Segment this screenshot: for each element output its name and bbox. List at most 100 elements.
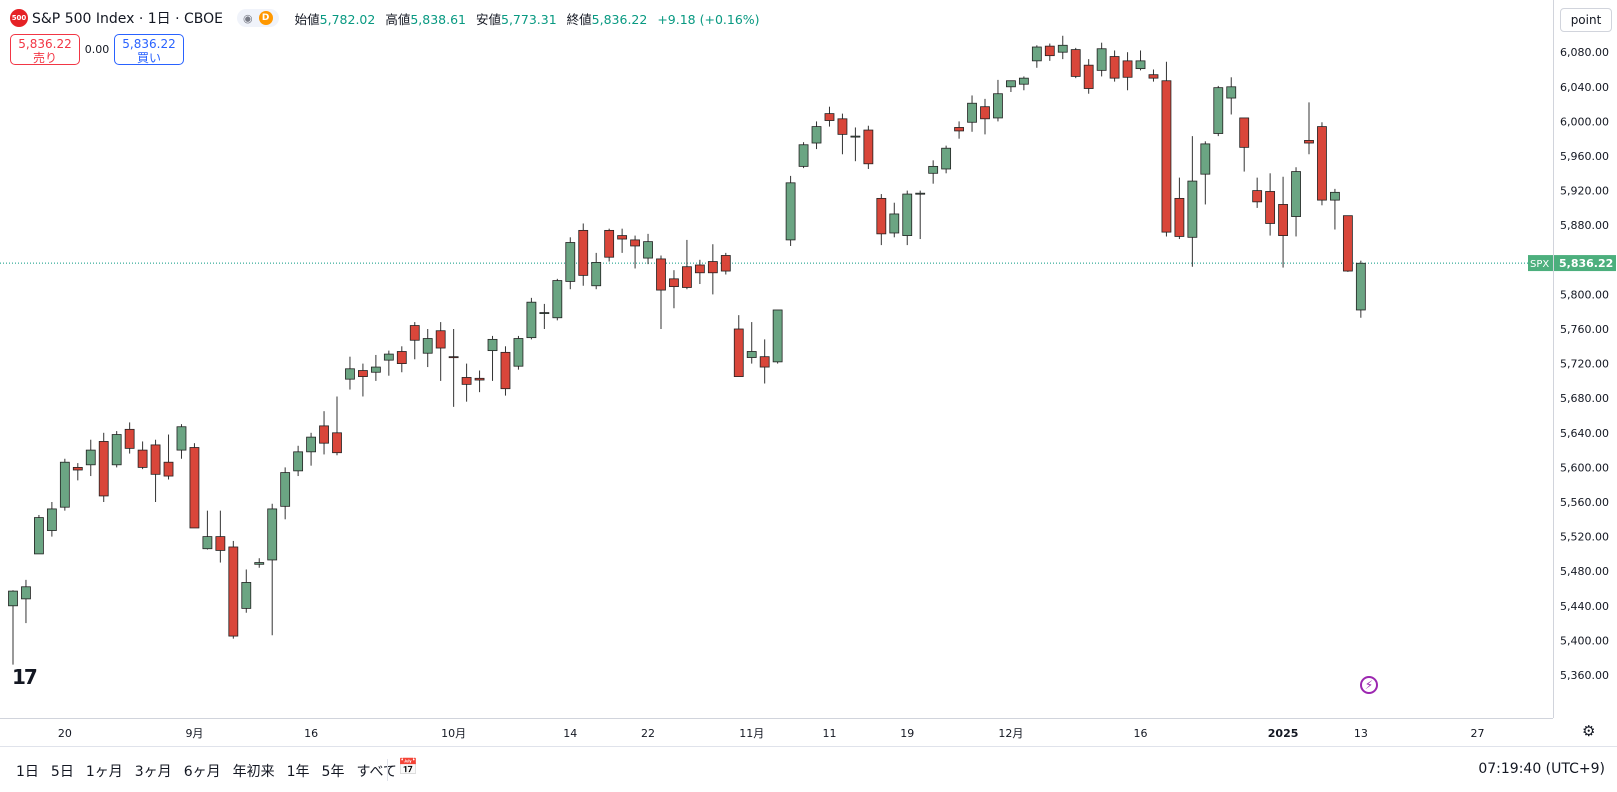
time-axis[interactable]: 20 9月 16 10月 14 22 11月 11 19 12月 16 2025 13 27 bbox=[0, 718, 1553, 747]
candle bbox=[591, 252, 602, 290]
candle-body bbox=[980, 106, 990, 120]
buy-button[interactable]: 5,836.22 買い bbox=[114, 34, 184, 65]
price-tick-label: 6,080.00 bbox=[1560, 46, 1609, 59]
candle-body bbox=[1342, 215, 1353, 272]
range-1m[interactable]: 1ヶ月 bbox=[85, 764, 123, 780]
candle-body bbox=[1226, 86, 1237, 99]
price-scale-mode-button[interactable]: point bbox=[1560, 8, 1612, 32]
candle-body bbox=[98, 441, 109, 497]
price-axis[interactable]: 5,360.00 5,400.00 5,440.00 5,480.00 5,520.00… bbox=[1553, 0, 1617, 718]
chart-pane[interactable]: SPX bbox=[0, 0, 1553, 718]
sell-label: 売り bbox=[32, 51, 57, 65]
candle bbox=[630, 235, 640, 269]
calendar-icon[interactable]: 📅 bbox=[398, 757, 418, 776]
candle-body bbox=[1330, 191, 1340, 201]
range-all[interactable]: すべて bbox=[356, 764, 397, 780]
candle bbox=[1044, 43, 1055, 61]
candle bbox=[1031, 45, 1042, 68]
candle bbox=[46, 502, 57, 537]
candle bbox=[1187, 136, 1198, 267]
symbol-title[interactable]: S&P 500 Index · 1日 · CBOE bbox=[32, 11, 224, 27]
candle bbox=[604, 228, 615, 262]
candle bbox=[163, 434, 174, 480]
candle bbox=[850, 127, 861, 162]
candle bbox=[967, 95, 977, 132]
range-3m[interactable]: 3ヶ月 bbox=[134, 764, 172, 780]
candle-body bbox=[552, 280, 563, 319]
candle-body bbox=[1265, 191, 1276, 224]
candle bbox=[1083, 59, 1094, 94]
buy-price: 5,836.22 bbox=[122, 37, 176, 51]
candle bbox=[319, 411, 329, 455]
range-5d[interactable]: 5日 bbox=[50, 764, 74, 780]
time-tick-label: 22 bbox=[641, 727, 655, 740]
gear-icon[interactable]: ⚙ bbox=[1582, 722, 1596, 740]
candle bbox=[720, 252, 731, 275]
symbol-legend: 500 S&P 500 Index · 1日 · CBOE ◉ D 始値5,78… bbox=[10, 8, 766, 28]
candle-body bbox=[513, 338, 524, 367]
candle bbox=[474, 370, 485, 393]
candle bbox=[280, 467, 291, 520]
candle bbox=[124, 422, 135, 454]
candle bbox=[422, 329, 433, 368]
candle bbox=[1252, 177, 1263, 208]
time-tick-label: 12月 bbox=[998, 727, 1023, 740]
candle-body bbox=[837, 118, 848, 135]
range-1d[interactable]: 1日 bbox=[16, 764, 39, 780]
candle bbox=[928, 160, 939, 184]
range-5y[interactable]: 5年 bbox=[321, 764, 345, 780]
candle bbox=[578, 223, 589, 286]
sell-button[interactable]: 5,836.22 売り bbox=[10, 34, 80, 65]
candle-body bbox=[993, 93, 1003, 119]
candlestick-plot[interactable]: SPX bbox=[0, 0, 1553, 718]
close-value: 5,836.22 bbox=[591, 11, 648, 27]
candle-body bbox=[707, 261, 718, 274]
candle bbox=[1200, 141, 1211, 205]
candle bbox=[824, 106, 835, 127]
candle bbox=[980, 98, 990, 135]
candle bbox=[34, 514, 44, 555]
candle-body bbox=[448, 356, 459, 359]
symbol-price-tag: SPX bbox=[1528, 255, 1553, 272]
candle-body bbox=[59, 461, 70, 508]
price-tick-label: 5,400.00 bbox=[1560, 634, 1609, 647]
candle-body bbox=[1057, 44, 1068, 53]
candle-body bbox=[720, 255, 731, 272]
candle-body bbox=[85, 449, 96, 466]
candle bbox=[370, 354, 381, 381]
candle-body bbox=[1044, 45, 1055, 57]
range-1y[interactable]: 1年 bbox=[286, 764, 310, 780]
clock-readout[interactable]: 07:19:40 (UTC+9) bbox=[1478, 761, 1605, 777]
bottom-toolbar: 1日 5日 1ヶ月 3ヶ月 6ヶ月 年初来 1年 5年 すべて 📅 07:19:… bbox=[0, 746, 1617, 792]
candle bbox=[1330, 188, 1340, 230]
candle-body bbox=[137, 449, 148, 468]
range-6m[interactable]: 6ヶ月 bbox=[183, 764, 221, 780]
candle-body bbox=[656, 258, 666, 291]
candle-body bbox=[1278, 204, 1288, 236]
candle-body bbox=[876, 197, 887, 235]
candle bbox=[1317, 122, 1327, 206]
candle-body bbox=[228, 546, 239, 637]
ohlc-values: 始値5,782.02 高値5,838.61 安値5,773.31 終値5,836… bbox=[295, 9, 766, 28]
candle bbox=[1239, 117, 1250, 172]
tradingview-logo-icon[interactable]: 17 bbox=[12, 665, 38, 689]
candle-body bbox=[928, 165, 939, 174]
candle-body bbox=[176, 426, 187, 451]
range-ytd[interactable]: 年初来 bbox=[232, 764, 275, 780]
candle bbox=[228, 540, 239, 639]
eye-icon[interactable]: ◉ bbox=[243, 11, 253, 25]
candle bbox=[759, 339, 770, 384]
visibility-pill[interactable]: ◉ D bbox=[237, 9, 279, 27]
trade-panel: 5,836.22 売り 0.00 5,836.22 買い bbox=[10, 34, 184, 65]
candle-body bbox=[669, 278, 679, 288]
candle bbox=[915, 190, 926, 240]
buy-label: 買い bbox=[136, 51, 161, 65]
interval-badge: D bbox=[258, 11, 273, 25]
candle-body bbox=[1109, 56, 1120, 79]
flash-icon[interactable]: ⚡ bbox=[1360, 676, 1378, 694]
candle-body bbox=[811, 126, 822, 144]
candle-body bbox=[539, 312, 550, 314]
candle-body bbox=[1122, 60, 1133, 78]
candle bbox=[137, 441, 148, 470]
price-tick-label: 6,040.00 bbox=[1560, 81, 1609, 94]
